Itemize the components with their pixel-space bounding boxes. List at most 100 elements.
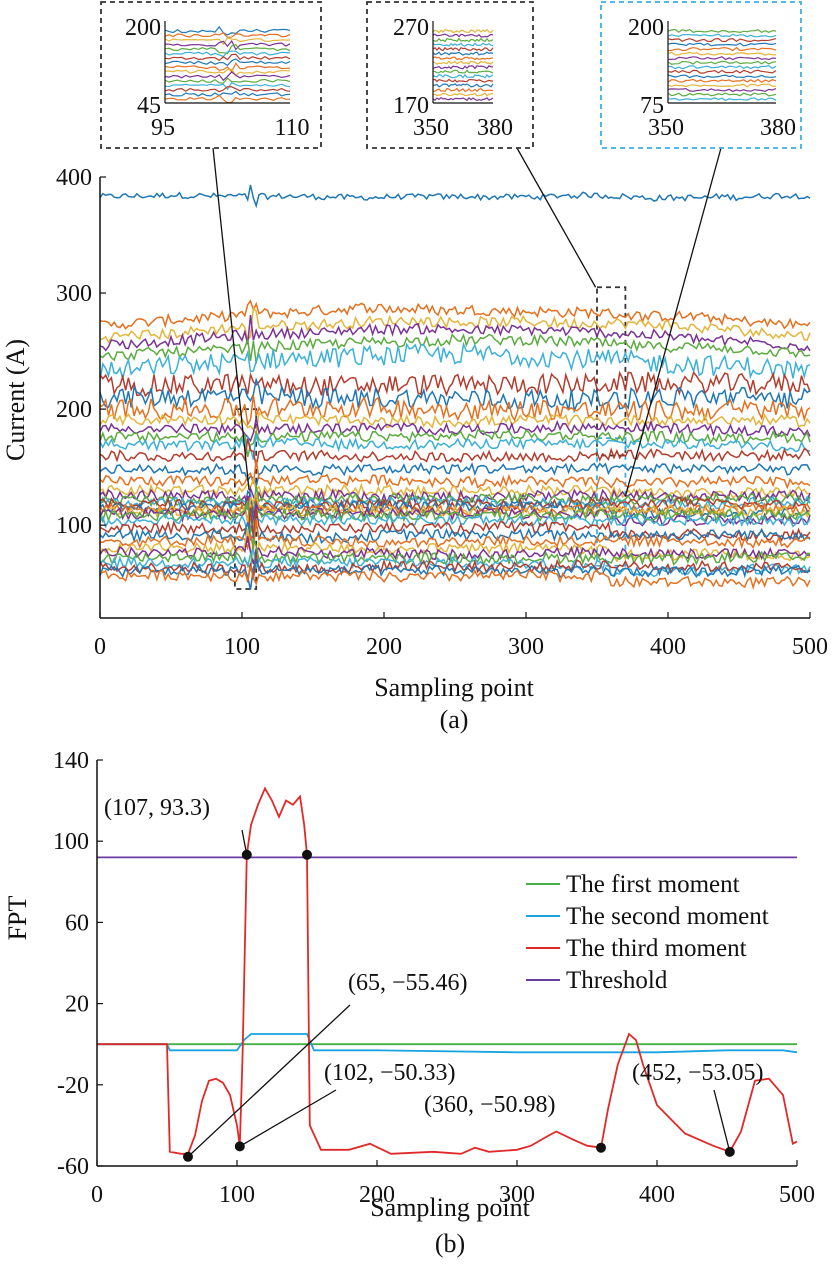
legend-label: The second moment bbox=[566, 903, 769, 930]
inset-series-line bbox=[164, 50, 291, 58]
b-xlabel: Sampling point bbox=[370, 1193, 530, 1222]
inset-series-line bbox=[164, 77, 291, 84]
b-annotation-dot bbox=[183, 1151, 193, 1162]
inset-series-line bbox=[432, 46, 494, 52]
inset-series-line bbox=[667, 28, 777, 34]
inset-series-line bbox=[432, 78, 493, 83]
a-series-line bbox=[99, 418, 811, 443]
inset-series-line bbox=[667, 74, 777, 79]
b-x-tick-label: 100 bbox=[219, 1182, 255, 1208]
inset-x-tick-label: 95 bbox=[151, 115, 175, 141]
inset-series-line bbox=[432, 92, 494, 97]
b-x-tick-label: 200 bbox=[359, 1182, 395, 1208]
inset-series-line bbox=[667, 33, 777, 38]
b-y-tick-label: -60 bbox=[57, 1154, 89, 1180]
a-series-line bbox=[99, 462, 811, 490]
inset-series-line bbox=[667, 42, 777, 47]
b-y-tick-label: 20 bbox=[65, 992, 89, 1018]
a-x-tick-label: 100 bbox=[224, 634, 260, 660]
inset-series-line bbox=[667, 88, 777, 93]
a-xlabel: Sampling point bbox=[374, 673, 534, 702]
a-ylabel: Current (A) bbox=[1, 339, 30, 461]
inset-series-line bbox=[667, 65, 777, 70]
legend-label: The third moment bbox=[566, 935, 747, 962]
inset-x-tick-label: 380 bbox=[477, 115, 513, 141]
a-caption: (a) bbox=[440, 705, 469, 734]
b-legend: The first moment The second moment The thi… bbox=[526, 871, 769, 994]
a-series-line bbox=[99, 434, 811, 460]
a-highlight-box bbox=[596, 286, 627, 457]
a-series-line bbox=[99, 370, 811, 398]
b-annotation-dot bbox=[234, 1141, 245, 1152]
b-annotation-leader bbox=[239, 1089, 337, 1147]
inset-leader-line bbox=[212, 147, 250, 491]
b-annotation-dot bbox=[724, 1146, 735, 1157]
inset-y-tick-label: 200 bbox=[628, 15, 664, 41]
a-y-tick-label: 100 bbox=[56, 513, 92, 539]
a-series-line bbox=[99, 333, 811, 364]
a-series-line bbox=[99, 184, 811, 209]
b-x-tick-label: 0 bbox=[91, 1182, 103, 1208]
a-series-line bbox=[99, 528, 811, 563]
b-series-lines bbox=[97, 786, 798, 1155]
inset-series-line bbox=[667, 92, 777, 97]
inset-series-line bbox=[164, 90, 291, 97]
b-annotation-leader bbox=[713, 1089, 731, 1153]
a-series-line bbox=[99, 513, 811, 535]
inset-series-line bbox=[432, 60, 494, 65]
legend-label: The first moment bbox=[566, 871, 740, 898]
a-y-tick-label: 300 bbox=[56, 281, 92, 307]
inset-series-line bbox=[164, 62, 291, 73]
a-series-line bbox=[99, 554, 811, 583]
a-series-line bbox=[99, 429, 811, 458]
inset-series-line bbox=[432, 51, 494, 56]
a-x-tick-label: 0 bbox=[94, 634, 106, 660]
inset-frame bbox=[600, 1, 802, 149]
a-series-line bbox=[99, 519, 811, 551]
inset-series-line bbox=[667, 37, 777, 43]
inset-series-line bbox=[432, 56, 494, 61]
inset-y-tick-label: 200 bbox=[125, 15, 161, 41]
inset-series-line bbox=[667, 97, 777, 102]
a-y-tick-label: 200 bbox=[56, 397, 92, 423]
inset-leader-line bbox=[624, 147, 722, 497]
a-y-tick-label: 400 bbox=[56, 165, 92, 191]
b-annotation-label: (107, 93.3) bbox=[104, 795, 210, 821]
b-annotation-dot bbox=[241, 849, 252, 860]
inset-series-line bbox=[432, 83, 494, 88]
b-y-tick-label: 60 bbox=[65, 910, 89, 936]
inset-x-tick-label: 350 bbox=[648, 115, 684, 141]
inset-series-line bbox=[667, 60, 777, 65]
b-annotations: (107, 93.3) (65, −55.46) (102, −50.33) (360… bbox=[104, 795, 764, 1162]
legend-label: Threshold bbox=[566, 967, 668, 994]
inset-x-tick-label: 380 bbox=[760, 115, 796, 141]
inset-series-line bbox=[432, 87, 494, 93]
inset-y-tick-label: 270 bbox=[393, 15, 429, 41]
a-series-line bbox=[99, 500, 811, 534]
inset-y-tick-label: 170 bbox=[393, 93, 429, 119]
a-series-line bbox=[99, 377, 811, 414]
b-annotation-label: (65, −55.46) bbox=[348, 970, 468, 996]
a-series-line bbox=[99, 460, 811, 490]
inset-series-line bbox=[164, 68, 291, 77]
inset-leader-line bbox=[516, 147, 597, 288]
inset-series-line bbox=[164, 39, 291, 51]
b-caption: (b) bbox=[435, 1229, 465, 1258]
inset-series-line bbox=[667, 56, 777, 61]
inset-series-line bbox=[164, 58, 291, 67]
inset-series-line bbox=[432, 42, 494, 47]
inset-y-tick-label: 45 bbox=[137, 93, 161, 119]
inset-series-line bbox=[432, 65, 494, 70]
a-axes: 0 100 200 300 400 500 100 200 300 400 bbox=[56, 165, 828, 660]
inset-series-line bbox=[667, 83, 777, 88]
b-axes: 0 100 200 300 400 500 140 100 60 20 -20 -60 bbox=[53, 748, 815, 1208]
inset-series-line bbox=[667, 78, 777, 83]
b-marker-dot bbox=[302, 849, 312, 860]
b-y-tick-label: 140 bbox=[53, 748, 89, 774]
b-annotation-label: (360, −50.98) bbox=[424, 1092, 556, 1118]
a-x-tick-label: 400 bbox=[650, 634, 686, 660]
inset-series-line bbox=[432, 96, 494, 102]
